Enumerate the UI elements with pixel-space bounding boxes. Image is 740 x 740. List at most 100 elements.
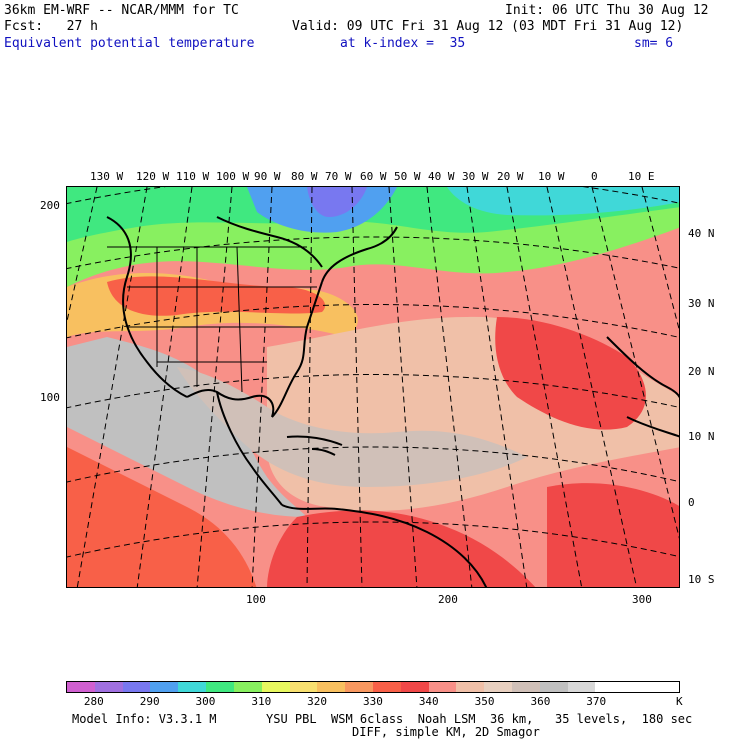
x-tick-300: 300 <box>632 593 652 606</box>
lon-label: 100 W <box>216 170 250 183</box>
legend-swatch <box>484 682 512 692</box>
east-atlantic-hot <box>495 317 646 430</box>
lat-label: 20 N <box>688 365 715 378</box>
legend-swatch <box>150 682 179 692</box>
lon-line-40w <box>466 187 528 587</box>
legend-swatch <box>512 682 540 692</box>
legend-swatch <box>67 682 95 692</box>
legend-swatch <box>539 682 568 692</box>
legend-label: 320 <box>307 695 328 708</box>
lon-line-20w <box>546 187 638 587</box>
south-america-hot <box>267 510 536 587</box>
init-time: Init: 06 UTC Thu 30 Aug 12 <box>505 3 709 18</box>
model-info: Model Info: V3.3.1 M <box>72 712 217 726</box>
coldest-core <box>307 187 367 217</box>
legend-swatch <box>456 682 485 692</box>
state-line-3 <box>236 246 243 393</box>
physics-info: YSU PBL WSM 6class Noah LSM 36 km, 35 le… <box>266 712 693 726</box>
lon-line-50w <box>426 187 473 587</box>
forecast-hour: Fcst: 27 h <box>4 19 98 34</box>
gulf-coast <box>186 388 275 418</box>
lon-label: 60 W <box>360 170 387 183</box>
lon-label: 70 W <box>325 170 352 183</box>
y-tick-200: 200 <box>40 199 60 212</box>
map-panel <box>66 186 680 588</box>
borders <box>107 246 317 393</box>
legend-swatch <box>428 682 457 692</box>
graticule <box>67 187 679 587</box>
tropical-grey <box>177 367 527 487</box>
legend-swatch <box>651 682 679 692</box>
us-east-coast <box>271 281 323 418</box>
lon-label: 0 <box>591 170 598 183</box>
lat-line-50n <box>67 187 679 205</box>
lat-line-30n <box>67 304 679 339</box>
legend-swatch <box>317 682 346 692</box>
lat-line-40n <box>67 236 679 270</box>
gulf-guinea-hot <box>547 483 679 587</box>
new-england-coast <box>321 226 398 283</box>
pacific-warm <box>67 447 257 587</box>
lat-line-10n <box>67 446 679 483</box>
lon-label: 40 W <box>428 170 455 183</box>
lon-label: 50 W <box>394 170 421 183</box>
color-legend <box>66 681 680 693</box>
lon-line-120w <box>76 187 148 587</box>
legend-label: 290 <box>139 695 160 708</box>
legend-label: 330 <box>363 695 383 708</box>
legend-swatch <box>623 682 652 692</box>
lon-line-10w <box>591 187 679 539</box>
diffusion-info: DIFF, simple KM, 2D Smagor <box>352 725 540 739</box>
lon-line-100w <box>196 187 233 587</box>
lon-label: 20 W <box>497 170 524 183</box>
lon-line-110w <box>136 187 193 587</box>
legend-swatch <box>567 682 596 692</box>
model-title: 36km EM-WRF -- NCAR/MMM for TC <box>4 3 239 18</box>
caribbean-grey <box>67 337 307 517</box>
legend-swatch <box>178 682 207 692</box>
coastlines <box>106 216 679 587</box>
mexico-coast <box>216 391 283 506</box>
legend-swatch <box>289 682 318 692</box>
legend-swatch <box>122 682 151 692</box>
legend-swatch <box>233 682 262 692</box>
lon-label: 10 W <box>538 170 565 183</box>
legend-label: 300 <box>195 695 216 708</box>
legend-label: 280 <box>83 695 104 708</box>
south-america-coast <box>281 504 488 587</box>
cuba <box>286 435 343 446</box>
lat-label: 0 <box>688 496 695 509</box>
lat-label: 40 N <box>688 227 715 240</box>
x-tick-100: 100 <box>246 593 266 606</box>
lat-label: 10 N <box>688 430 715 443</box>
field-name: Equivalent potential temperature <box>4 36 255 51</box>
y-tick-100: 100 <box>40 391 60 404</box>
us-west-coast <box>106 216 188 398</box>
legend-swatch <box>372 682 401 692</box>
great-lakes <box>216 216 323 268</box>
legend-swatch <box>400 682 429 692</box>
valid-time: Valid: 09 UTC Fri 31 Aug 12 (03 MDT Fri … <box>292 19 684 34</box>
hispaniola <box>311 448 336 456</box>
north-atlantic-cold <box>447 187 679 216</box>
legend-label: 340 <box>418 695 439 708</box>
legend-swatch <box>595 682 624 692</box>
legend-label: 310 <box>251 695 272 708</box>
lon-line-80w <box>306 187 313 587</box>
legend-swatch <box>206 682 234 692</box>
level-index: at k-index = 35 <box>340 36 466 51</box>
legend-unit: K <box>676 695 683 708</box>
legend-swatch <box>261 682 290 692</box>
theta-e-map <box>67 187 679 587</box>
lon-label: 120 W <box>136 170 170 183</box>
legend-label: 360 <box>530 695 551 708</box>
legend-label: 350 <box>474 695 495 708</box>
africa-nw-coast <box>606 336 679 399</box>
lon-line-70w <box>351 187 363 587</box>
legend-label: 370 <box>586 695 607 708</box>
smoothing: sm= 6 <box>634 36 674 51</box>
lat-label: 10 S <box>688 573 715 586</box>
legend-swatch <box>94 682 123 692</box>
lon-label: 10 E <box>628 170 655 183</box>
lon-label: 30 W <box>462 170 489 183</box>
